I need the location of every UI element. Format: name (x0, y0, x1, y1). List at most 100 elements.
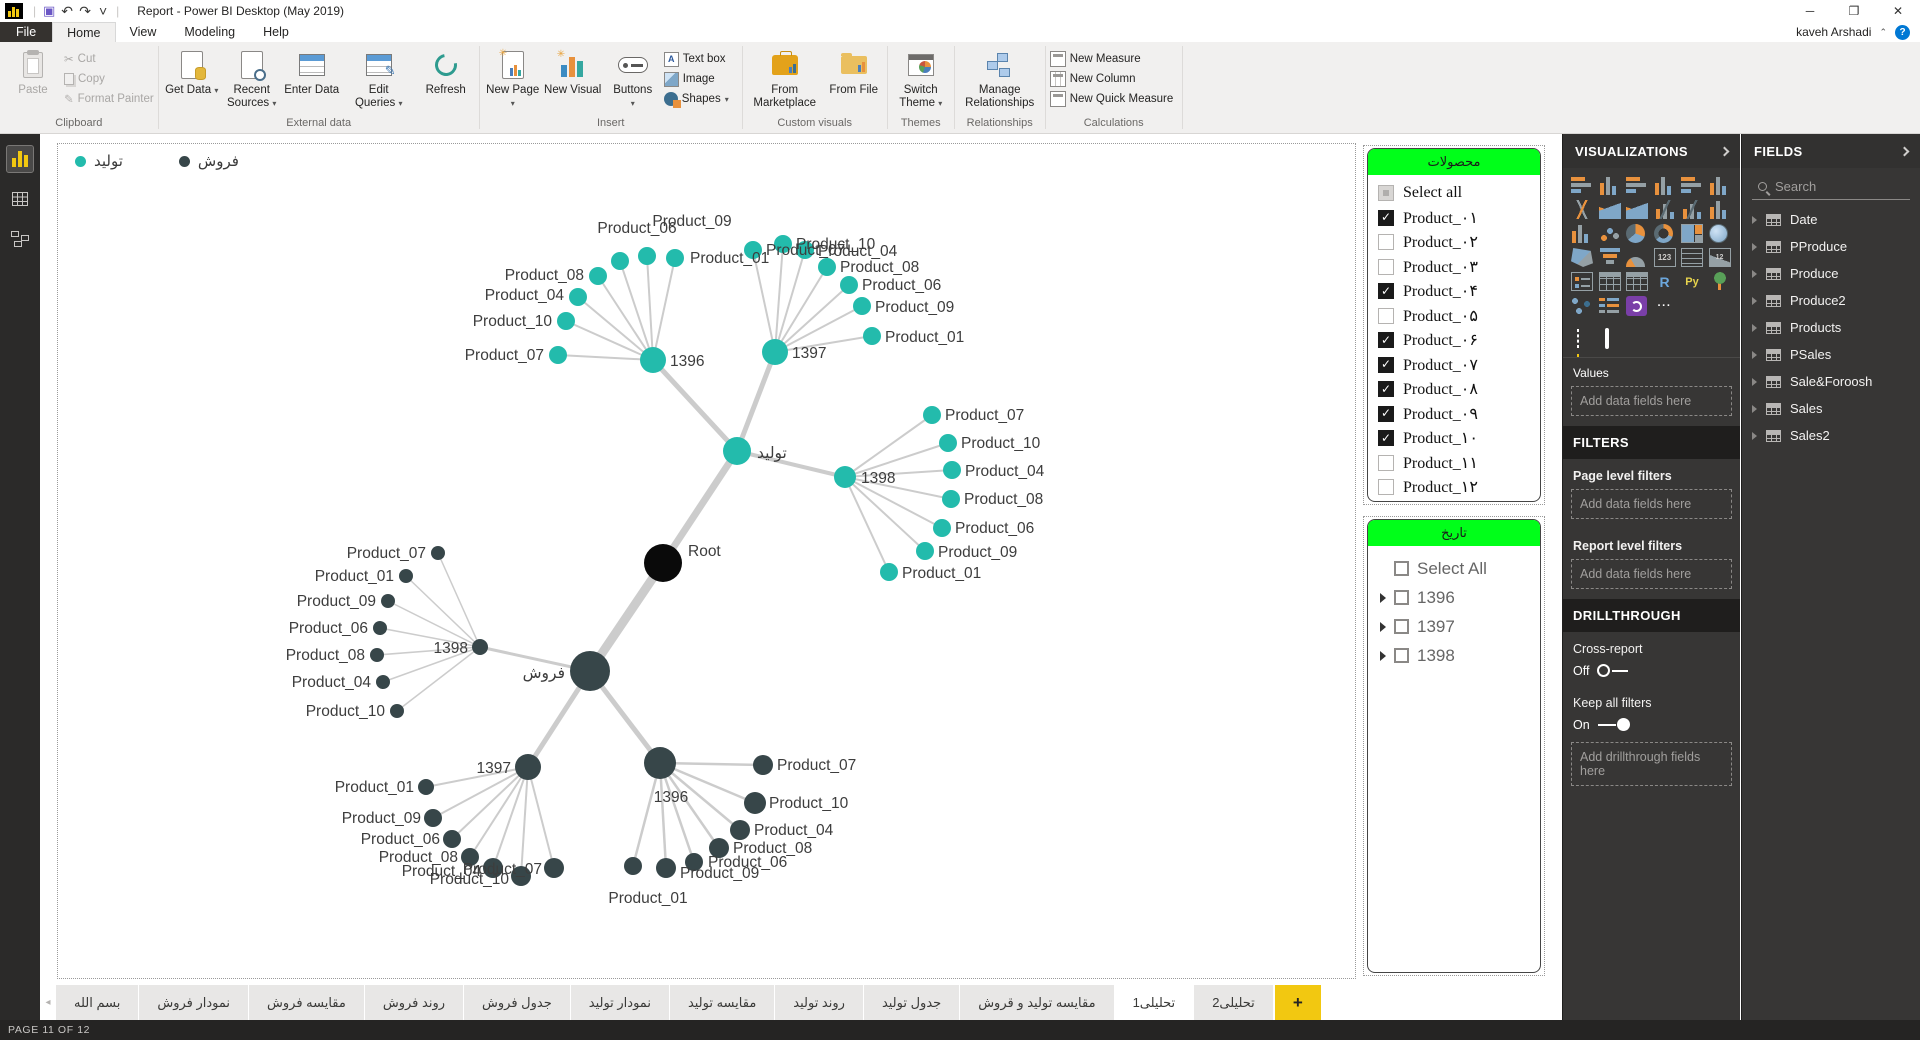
buttons-button[interactable]: Buttons ▾ (604, 45, 662, 110)
line-chart-icon[interactable] (1571, 200, 1593, 219)
expand-icon[interactable] (1752, 296, 1757, 305)
funnel-icon[interactable] (1598, 248, 1621, 267)
year-checkbox[interactable]: 1396 (1380, 583, 1536, 612)
checkbox-icon[interactable]: ✓ (1378, 209, 1394, 226)
field-table-row[interactable]: Produce2 (1742, 287, 1920, 314)
page-tab[interactable]: مقایسه تولید (669, 985, 776, 1020)
expand-icon[interactable] (1752, 350, 1757, 359)
product-checkbox[interactable]: ✓ Product_۰۸ (1378, 377, 1536, 402)
toolbar-options-icon[interactable]: ˅ (99, 3, 108, 19)
switch-theme-button[interactable]: Switch Theme ▾ (892, 45, 950, 110)
fields-search-input[interactable]: Search (1752, 174, 1910, 200)
expand-icon[interactable] (1752, 242, 1757, 251)
100-stacked-bar-chart-icon[interactable] (1681, 176, 1703, 195)
multi-row-card-icon[interactable] (1681, 248, 1703, 267)
checkbox-icon[interactable] (1378, 307, 1394, 324)
from-marketplace-button[interactable]: From Marketplace (747, 45, 823, 109)
new-visual-button[interactable]: ✳ New Visual (544, 49, 602, 96)
page-tab[interactable]: روند تولید (775, 985, 864, 1020)
page-tab[interactable]: نمودار تولید (570, 985, 670, 1020)
custom-visual-icon[interactable] (1626, 296, 1647, 316)
clustered-bar-chart-icon[interactable] (1626, 176, 1648, 195)
new-page-tab-button[interactable]: + (1274, 985, 1321, 1020)
chevron-up-icon[interactable]: ⌃ (1879, 26, 1887, 37)
text-box-button[interactable]: A Text box (663, 51, 738, 67)
report-filters-dropzone[interactable]: Add data fields here (1571, 559, 1732, 589)
network-chart-icon[interactable] (1571, 296, 1593, 315)
new-column-button[interactable]: New Column (1049, 71, 1178, 87)
menu-home[interactable]: Home (52, 22, 116, 42)
scatter-chart-icon[interactable] (1598, 224, 1621, 243)
year-checkbox[interactable]: 1398 (1380, 641, 1536, 670)
manage-relationships-button[interactable]: Manage Relationships (959, 45, 1041, 109)
product-checkbox[interactable]: ✓ Product_۰۱ (1378, 206, 1536, 231)
field-table-row[interactable]: Date (1742, 206, 1920, 233)
field-table-row[interactable]: Products (1742, 314, 1920, 341)
collapse-pane-icon[interactable] (1899, 146, 1910, 156)
page-tab[interactable]: بسم الله (56, 985, 140, 1020)
menu-file[interactable]: File (0, 22, 53, 42)
help-icon[interactable]: ? (1895, 24, 1910, 40)
checkbox-icon[interactable] (1394, 561, 1409, 576)
keep-all-filters-toggle[interactable] (1597, 718, 1634, 732)
drillthrough-dropzone[interactable]: Add drillthrough fields here (1571, 742, 1732, 786)
product-checkbox[interactable]: Product_۰۲ (1378, 230, 1536, 255)
collapse-pane-icon[interactable] (1719, 146, 1730, 156)
expand-icon[interactable] (1752, 215, 1757, 224)
checkbox-icon[interactable] (1378, 234, 1394, 251)
menu-modeling[interactable]: Modeling (184, 25, 236, 39)
expand-icon[interactable] (1752, 323, 1757, 332)
matrix-icon[interactable] (1626, 272, 1648, 291)
year-checkbox[interactable]: 1397 (1380, 612, 1536, 641)
field-table-row[interactable]: Sale&Foroosh (1742, 368, 1920, 395)
field-table-row[interactable]: PSales (1742, 341, 1920, 368)
report-view-button[interactable] (6, 145, 34, 173)
expand-icon[interactable] (1380, 621, 1386, 632)
product-checkbox[interactable]: ✓ Product_۱۰ (1378, 426, 1536, 451)
arcgis-map-icon[interactable] (1708, 272, 1731, 291)
network-tree-visual[interactable]: Root تولید فروش 1396 1397 1398 1398 1397 1396 Pro… (40, 134, 1562, 985)
checkbox-icon[interactable] (1378, 454, 1394, 471)
custom-slicer-icon[interactable] (1598, 296, 1621, 315)
menu-help[interactable]: Help (263, 25, 289, 39)
new-page-button[interactable]: ✳ New Page ▾ (486, 48, 540, 108)
cut-button[interactable]: ✂ Cut (64, 53, 96, 66)
checkbox-icon[interactable] (1394, 590, 1409, 605)
python-icon[interactable]: Py (1685, 275, 1699, 288)
expand-icon[interactable] (1380, 650, 1386, 661)
stacked-area-chart-icon[interactable] (1626, 200, 1648, 219)
new-measure-button[interactable]: New Measure (1049, 51, 1178, 67)
product-checkbox[interactable]: Product_۰۳ (1378, 255, 1536, 280)
page-tab[interactable]: تحلیلی1 (1114, 985, 1195, 1020)
cross-report-toggle[interactable] (1597, 664, 1633, 678)
select-all-checkbox[interactable]: Select all (1378, 181, 1536, 206)
paste-button[interactable]: Paste (4, 45, 62, 97)
line-stacked-column-chart-icon[interactable] (1653, 200, 1676, 219)
checkbox-icon[interactable] (1378, 258, 1394, 275)
get-data-button[interactable]: Get Data ▾ (163, 45, 221, 98)
checkbox-icon[interactable]: ✓ (1378, 356, 1394, 373)
field-table-row[interactable]: Sales (1742, 395, 1920, 422)
checkbox-icon[interactable]: ✓ (1378, 430, 1394, 447)
map-icon[interactable] (1708, 224, 1728, 243)
more-options-icon[interactable]: ··· (1657, 299, 1672, 312)
checkbox-icon[interactable]: ✓ (1378, 381, 1394, 398)
checkbox-icon[interactable]: ✓ (1378, 283, 1394, 300)
product-checkbox[interactable]: ✓ Product_۰۶ (1378, 328, 1536, 353)
checkbox-icon[interactable] (1378, 185, 1394, 202)
fields-tab[interactable] (1577, 329, 1579, 357)
tab-scroll-left-icon[interactable]: ◂ (45, 997, 51, 1008)
page-tab[interactable]: جدول تولید (863, 985, 961, 1020)
values-dropzone[interactable]: Add data fields here (1571, 386, 1732, 416)
model-view-button[interactable] (7, 226, 33, 252)
date-slicer[interactable]: تاریخ Select All 1396 1397 1398 (1363, 516, 1545, 976)
page-tab[interactable]: مقایسه فروش (249, 985, 365, 1020)
r-script-icon[interactable]: R (1659, 273, 1670, 290)
gauge-icon[interactable] (1626, 257, 1645, 267)
checkbox-icon[interactable]: ✓ (1378, 332, 1394, 349)
page-tab[interactable]: روند فروش (364, 985, 465, 1020)
undo-icon[interactable]: ↶ (61, 2, 73, 19)
menu-view[interactable]: View (129, 25, 157, 39)
stacked-column-chart-icon[interactable] (1598, 176, 1621, 195)
page-filters-dropzone[interactable]: Add data fields here (1571, 489, 1732, 519)
